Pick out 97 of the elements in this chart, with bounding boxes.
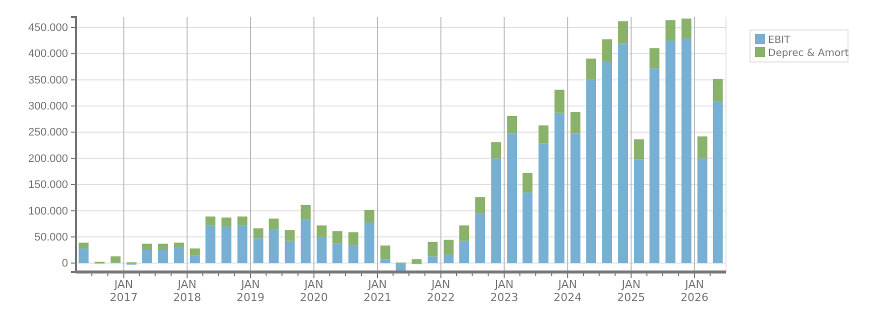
bar (650, 48, 660, 68)
x-tick-label: JAN 2019 (236, 278, 265, 304)
bar (190, 248, 200, 256)
bar (522, 192, 532, 264)
bar (681, 18, 692, 38)
bar (650, 68, 660, 264)
bar (586, 80, 596, 264)
bar (316, 225, 327, 237)
bar (475, 197, 486, 214)
bar (205, 225, 216, 264)
bar (268, 218, 279, 230)
bar (665, 20, 676, 41)
x-tick-label: JAN 2026 (680, 278, 709, 304)
bar (586, 58, 596, 80)
bar (570, 112, 580, 134)
x-tick-label: JAN 2024 (554, 278, 582, 304)
y-tick-label: 400.000 (28, 48, 68, 60)
y-tick-label: 100.000 (28, 205, 68, 218)
bar (697, 136, 708, 158)
bar (142, 250, 152, 264)
bar (237, 216, 248, 226)
bar (681, 38, 692, 264)
bar (554, 90, 564, 113)
bar (364, 222, 374, 264)
bar (300, 220, 311, 264)
bar (268, 229, 279, 264)
x-tick-label: JAN 2022 (426, 278, 455, 304)
bar (380, 246, 390, 260)
bar (618, 43, 628, 264)
y-tick-label: 450.000 (28, 22, 68, 34)
y-tick-label: 150.000 (28, 179, 68, 192)
bar (174, 248, 184, 264)
bar (634, 139, 644, 160)
bar (712, 79, 723, 102)
x-tick-label: JAN 2017 (110, 278, 138, 304)
bar (491, 142, 502, 158)
bar (364, 210, 374, 223)
bar (142, 244, 152, 250)
bar (412, 259, 422, 264)
bar (332, 244, 342, 264)
x-tick-label: JAN 2020 (300, 278, 328, 304)
bar (205, 216, 216, 226)
bar (507, 133, 518, 264)
bar (459, 240, 470, 264)
bar (554, 112, 564, 264)
y-tick-label: 250.000 (28, 126, 68, 139)
bar (174, 242, 184, 248)
bar (221, 218, 232, 226)
bar (602, 62, 612, 264)
bar (491, 158, 502, 264)
bar (522, 173, 532, 192)
bar (380, 259, 390, 264)
bar (459, 225, 470, 241)
bar (348, 232, 358, 246)
bar (538, 125, 548, 144)
bar (78, 242, 89, 248)
bar (538, 143, 548, 264)
bar (284, 230, 295, 241)
bar (697, 158, 708, 264)
bar (332, 231, 342, 244)
bar (110, 256, 121, 263)
legend-label: EBIT (768, 35, 792, 46)
bar (428, 256, 438, 264)
bar (396, 263, 406, 271)
bar (428, 242, 438, 256)
bar (221, 226, 232, 264)
bar (158, 250, 168, 264)
bar (284, 240, 295, 264)
bar (253, 228, 264, 238)
bar (665, 40, 676, 264)
y-tick-label: 200.000 (28, 152, 68, 165)
bar (300, 204, 311, 220)
y-tick-label: 350.000 (28, 74, 68, 86)
bar (570, 133, 580, 264)
bar (237, 225, 248, 264)
bar (475, 214, 486, 264)
x-tick-label: JAN 2021 (363, 278, 392, 304)
bar (253, 238, 264, 264)
x-tick-label: JAN 2025 (617, 278, 646, 304)
bar (444, 254, 454, 264)
bar (316, 236, 327, 264)
bar (348, 246, 358, 264)
bar (634, 159, 644, 264)
bar (618, 21, 628, 44)
y-tick-label: 0 (62, 258, 68, 270)
bar (158, 244, 168, 250)
x-tick-label: JAN 2023 (490, 278, 518, 304)
bar (507, 116, 518, 134)
legend-label: Deprec & Amort (768, 48, 849, 59)
bar (712, 101, 723, 264)
bar (444, 240, 454, 254)
bar (190, 256, 200, 264)
y-tick-label: 300.000 (28, 100, 68, 113)
bar (602, 39, 612, 62)
bar (78, 248, 89, 264)
x-tick-label: JAN 2018 (173, 278, 202, 304)
y-tick-label: 50.000 (34, 231, 68, 244)
